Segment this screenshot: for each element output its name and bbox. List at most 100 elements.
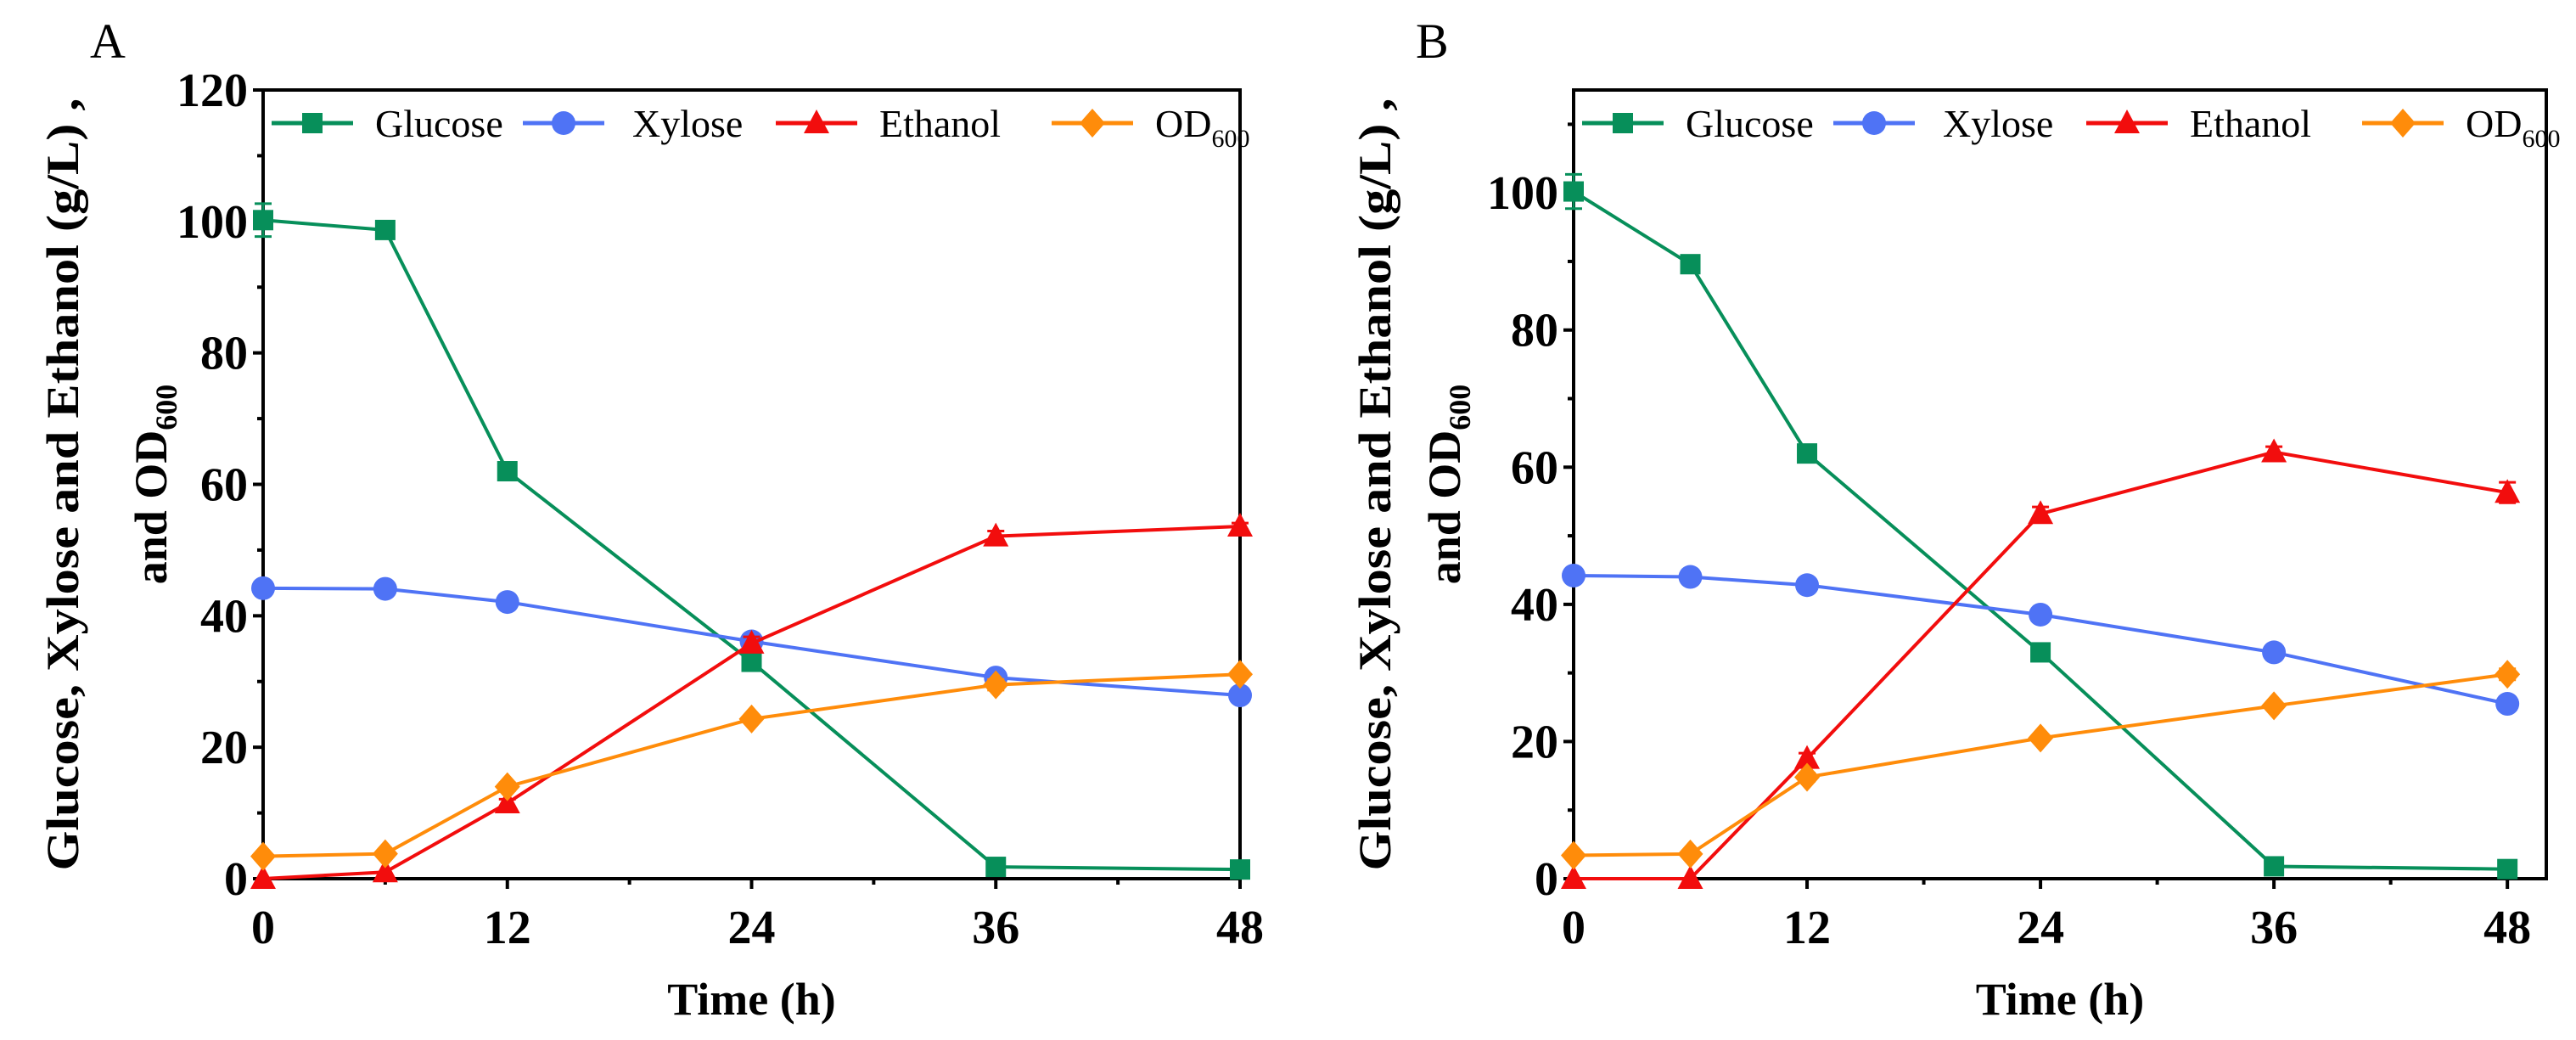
legend-label: Ethanol [2190, 102, 2311, 145]
data-point [494, 772, 520, 801]
legend-marker [2390, 109, 2416, 138]
legend-marker [1080, 109, 1105, 138]
y-axis-title-line1: Glucose, Xylose and Ethanol (g/L) , [1350, 98, 1400, 871]
data-point [2262, 640, 2287, 665]
y-tick-label: 60 [1511, 441, 1558, 494]
data-point [1680, 254, 1701, 275]
x-tick-label: 36 [972, 902, 1019, 954]
data-point [2497, 858, 2518, 880]
data-point [741, 651, 762, 672]
data-point [372, 858, 398, 883]
legend-label-main: Glucose [375, 102, 503, 145]
data-point [983, 522, 1009, 547]
y-axis-title-subscript: 600 [1443, 385, 1477, 430]
legend-label-main: Glucose [1686, 102, 1814, 145]
legend-label: OD600 [2466, 102, 2560, 153]
y-tick-label: 20 [1511, 716, 1558, 768]
y-axis-title-main: and OD [1419, 430, 1470, 585]
data-point [985, 857, 1007, 878]
y-tick-label: 100 [177, 196, 248, 249]
y-tick-label: 80 [200, 328, 248, 380]
data-point [1561, 865, 1586, 889]
panel-A: A 0 20 40 60 80 100 120 0 12 24 36 48 Time (h) Glucose… [37, 14, 1264, 1025]
y-tick-label: 40 [1511, 579, 1558, 632]
data-point [1677, 865, 1703, 889]
legend-marker [1613, 113, 1633, 133]
y-tick-label: 20 [200, 722, 248, 774]
series-line [1573, 573, 2508, 706]
series-glucose: Glucose [1563, 102, 2518, 880]
data-point [1797, 443, 1818, 464]
data-point [1561, 840, 1586, 870]
data-point [494, 789, 520, 813]
x-tick-label: 24 [2017, 902, 2064, 954]
data-point [372, 839, 398, 869]
data-point [1562, 563, 1585, 587]
series-line [262, 525, 1241, 880]
data-point [2028, 500, 2054, 525]
y-tick-label: 60 [200, 459, 248, 512]
series-line [262, 586, 1241, 698]
legend-label-main: OD [1155, 102, 1211, 145]
x-axis-title: Time (h) [1976, 974, 2145, 1025]
panel-B: B 0 20 40 60 80 100 0 12 24 36 48 Time (h) Glucose, X… [1350, 14, 2560, 1025]
data-point [983, 670, 1009, 700]
series-od600: OD600 [250, 102, 1253, 871]
y-axis-title-line2: and OD600 [126, 385, 183, 585]
data-point [495, 590, 519, 615]
y-axis-title-line1: Glucose, Xylose and Ethanol (g/L) , [37, 98, 88, 871]
series-line [262, 672, 1241, 858]
legend-label-main: Xylose [632, 102, 743, 145]
legend-marker [1862, 111, 1886, 135]
legend-label: OD600 [1155, 102, 1249, 153]
y-axis-title-line2: and OD600 [1419, 385, 1477, 585]
data-point [1228, 683, 1252, 708]
legend-marker [2114, 110, 2140, 133]
x-tick-label: 0 [1562, 902, 1585, 954]
data-point [1794, 745, 1821, 769]
data-point [374, 219, 396, 240]
data-point [2030, 642, 2051, 663]
data-point [1678, 565, 1703, 589]
panel-label: A [90, 14, 126, 69]
panel-label: B [1416, 14, 1449, 69]
series-ethanol: Ethanol [250, 102, 1253, 889]
data-point [2264, 856, 2285, 877]
legend-label: Xylose [1943, 102, 2053, 145]
data-point [2495, 479, 2521, 503]
data-point [1227, 513, 1253, 537]
legend-label: Xylose [632, 102, 743, 145]
data-point [1677, 839, 1703, 869]
x-axis-title: Time (h) [667, 974, 836, 1025]
legend-marker [552, 111, 575, 135]
x-tick-label: 36 [2250, 902, 2298, 954]
plot-frame [261, 88, 1242, 880]
plot-frame [1572, 88, 2548, 880]
legend-label-main: Ethanol [879, 102, 1001, 145]
data-point [251, 576, 275, 600]
data-point [1227, 660, 1253, 689]
series-line [1572, 189, 2508, 871]
x-tick-label: 0 [251, 902, 275, 954]
series-xylose: Xylose [1562, 102, 2520, 717]
y-tick-label: 100 [1487, 167, 1558, 220]
data-point [2495, 660, 2521, 689]
legend-label-subscript: 600 [2522, 125, 2560, 153]
data-point [1563, 181, 1584, 202]
legend-label-subscript: 600 [1211, 125, 1249, 153]
data-point [2495, 692, 2520, 717]
series-od600: OD600 [1561, 102, 2560, 870]
series-ethanol: Ethanol [1561, 102, 2521, 889]
legend-label: Ethanol [879, 102, 1001, 145]
data-point [250, 865, 276, 889]
legend-label-main: OD [2466, 102, 2522, 145]
series-line [262, 218, 1241, 872]
legend-label-main: Ethanol [2190, 102, 2311, 145]
y-axis-title-main: and OD [126, 430, 177, 585]
series-glucose: Glucose [253, 102, 1250, 880]
data-point [497, 461, 518, 482]
legend-label: Glucose [1686, 102, 1814, 145]
data-point [738, 704, 765, 734]
x-tick-label: 12 [1783, 902, 1831, 954]
